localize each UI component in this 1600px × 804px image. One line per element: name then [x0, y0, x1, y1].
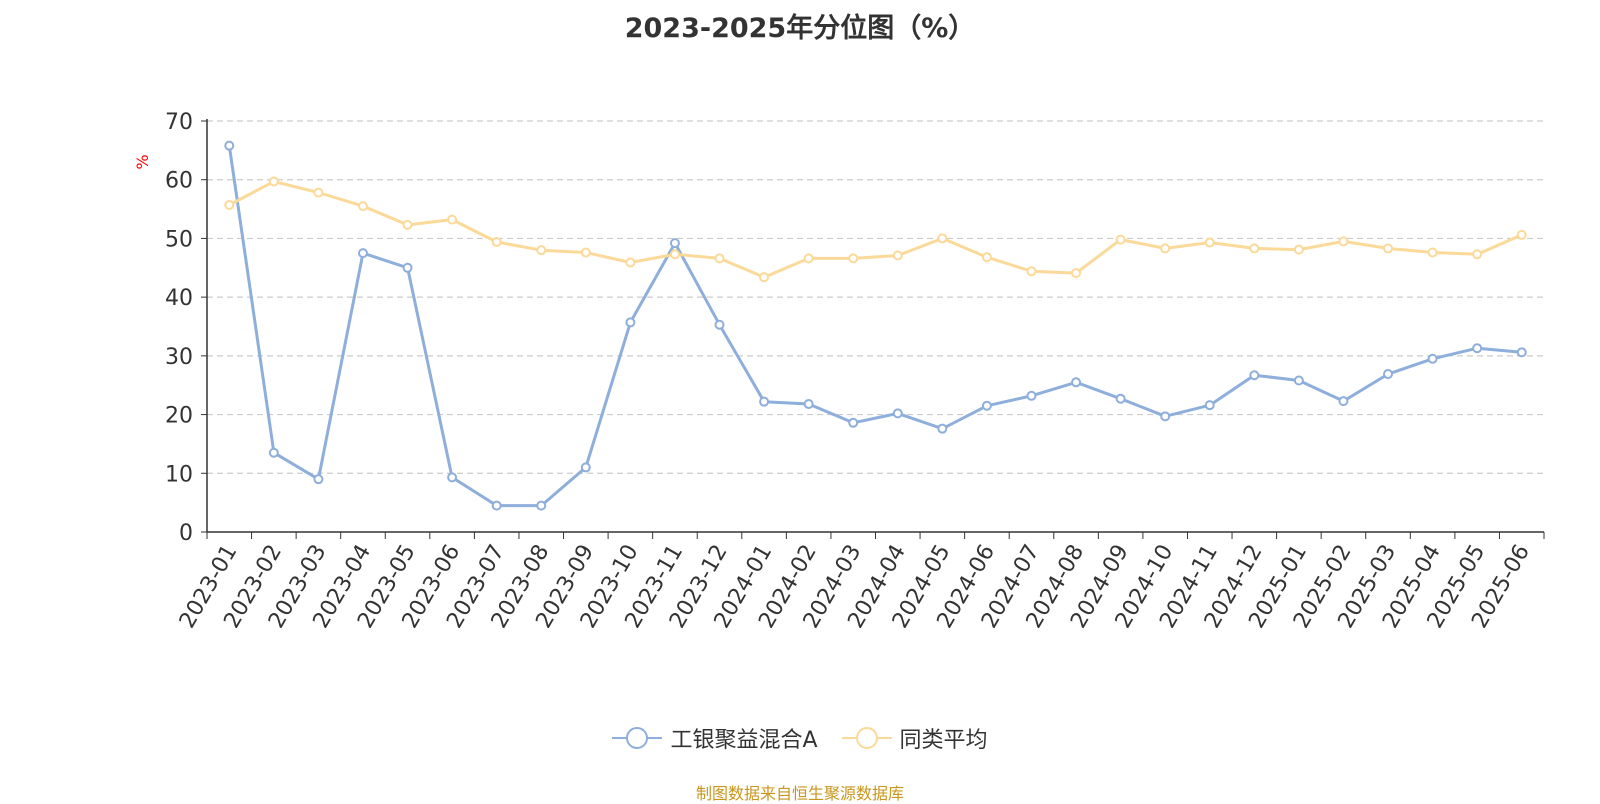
grid-layer	[207, 120, 1544, 474]
series-point-0	[357, 248, 368, 259]
series-point-0	[224, 140, 235, 151]
series-point-1	[1338, 236, 1349, 247]
series-point-1	[447, 214, 458, 225]
series-point-0	[1204, 400, 1215, 411]
series-point-0	[402, 262, 413, 273]
chart-title: 2023-2025年分位图（%）	[624, 13, 976, 44]
y-tick-label: 50	[165, 227, 193, 252]
series-point-0	[1338, 396, 1349, 407]
series-point-1	[714, 253, 725, 264]
series-point-0	[714, 319, 725, 330]
y-tick-label: 70	[165, 110, 193, 135]
series-point-0	[1293, 375, 1304, 386]
series-point-1	[1204, 237, 1215, 248]
series-point-1	[1115, 234, 1126, 245]
series-point-1	[580, 247, 591, 258]
series-point-1	[892, 250, 903, 261]
series-point-0	[268, 447, 279, 458]
series-point-1	[1472, 249, 1483, 260]
series-point-1	[669, 249, 680, 260]
series-point-1	[1026, 266, 1037, 277]
series-point-0	[1071, 377, 1082, 388]
series-point-0	[1026, 390, 1037, 401]
y-tick-label: 10	[165, 462, 193, 487]
series-point-0	[937, 423, 948, 434]
series-point-1	[759, 272, 770, 283]
legend-item-peer-average[interactable]: 同类平均	[841, 722, 988, 754]
y-tick-label: 30	[165, 345, 193, 370]
series-point-0	[669, 238, 680, 249]
legend-label-peer-average: 同类平均	[899, 728, 988, 753]
series-point-0	[313, 474, 324, 485]
y-tick-label: 0	[179, 521, 193, 546]
series-point-1	[1071, 268, 1082, 279]
series-point-0	[848, 417, 859, 428]
series-line-1	[228, 180, 1523, 279]
y-tick-label: 40	[165, 286, 193, 311]
series-point-1	[491, 236, 502, 247]
y-tick-label: 60	[165, 169, 193, 194]
series-point-0	[625, 317, 636, 328]
series-point-0	[1249, 370, 1260, 381]
series-layer	[224, 140, 1527, 511]
series-point-1	[224, 199, 235, 210]
legend: 工银聚益混合A 同类平均	[0, 722, 1600, 754]
series-point-0	[1516, 347, 1527, 358]
series-point-1	[357, 201, 368, 212]
legend-swatch-peer-average-icon	[841, 727, 892, 749]
series-point-1	[1293, 244, 1304, 255]
series-point-1	[1249, 243, 1260, 254]
series-point-1	[981, 252, 992, 263]
series-point-1	[803, 253, 814, 264]
series-point-1	[536, 245, 547, 256]
series-point-0	[1427, 353, 1438, 364]
series-line-0	[227, 145, 1522, 508]
series-point-1	[268, 176, 279, 187]
series-point-0	[1472, 343, 1483, 354]
series-point-0	[759, 396, 770, 407]
series-point-0	[892, 408, 903, 419]
y-tick-label: 20	[165, 404, 193, 429]
series-point-1	[1427, 247, 1438, 258]
series-point-0	[803, 399, 814, 410]
source-note: 制图数据来自恒生聚源数据库	[695, 784, 904, 803]
series-point-1	[313, 187, 324, 198]
series-point-0	[981, 400, 992, 411]
series-point-1	[937, 233, 948, 244]
series-point-0	[491, 500, 502, 511]
series-point-1	[1383, 243, 1394, 254]
legend-item-fund[interactable]: 工银聚益混合A	[612, 722, 818, 754]
series-point-1	[848, 253, 859, 264]
series-point-0	[536, 500, 547, 511]
series-point-1	[625, 257, 636, 268]
series-point-0	[1383, 369, 1394, 380]
series-point-0	[1115, 393, 1126, 404]
y-axis-label: %	[133, 154, 152, 169]
legend-label-fund: 工银聚益混合A	[670, 728, 818, 753]
series-point-0	[1160, 411, 1171, 422]
series-point-0	[580, 462, 591, 473]
series-point-1	[402, 219, 413, 230]
axis-layer: 010203040506070%2023-012023-022023-03202…	[133, 110, 1545, 633]
series-point-0	[447, 472, 458, 483]
series-point-1	[1160, 243, 1171, 254]
series-point-1	[1516, 229, 1527, 240]
legend-swatch-fund-icon	[612, 727, 663, 749]
